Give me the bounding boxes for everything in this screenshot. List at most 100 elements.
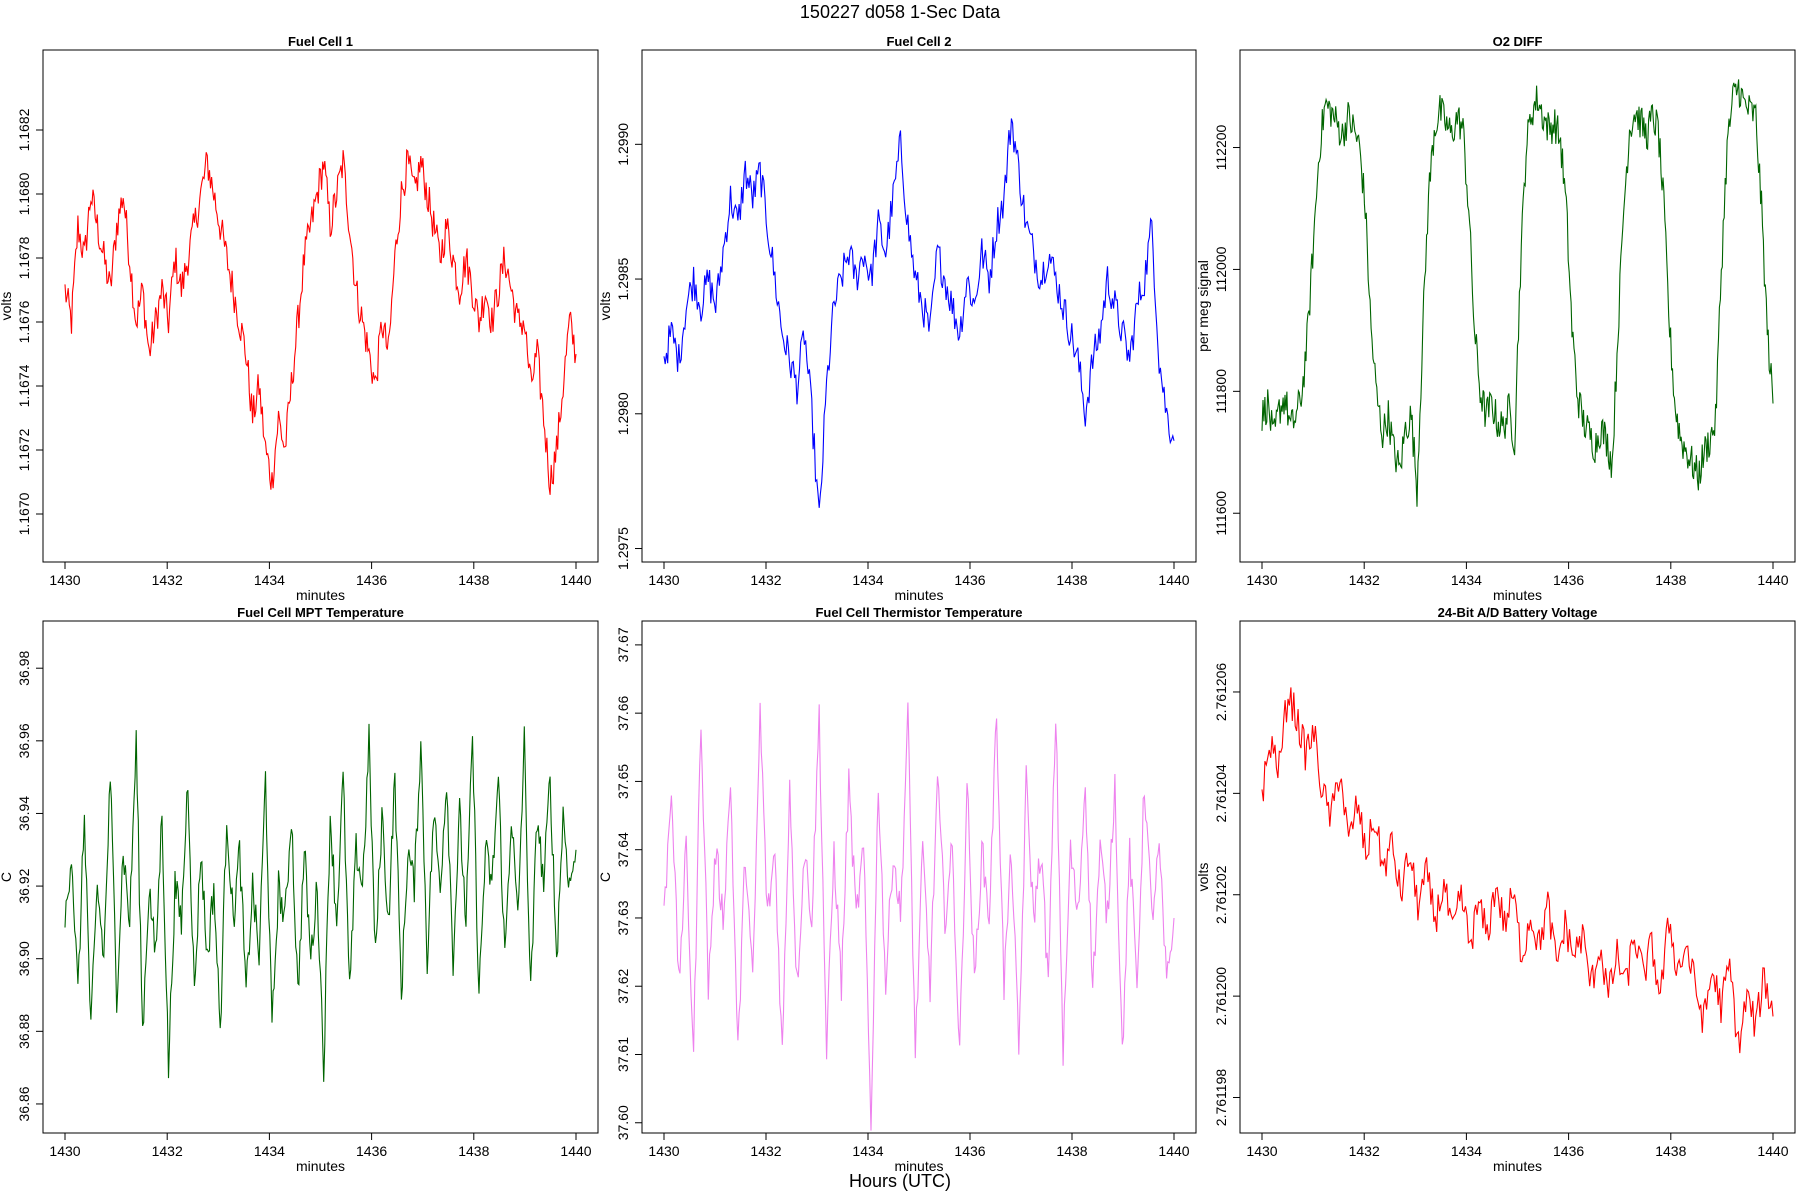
- x-tick-label: 1440: [1757, 1143, 1788, 1159]
- x-tick-label: 1436: [954, 1143, 985, 1159]
- plot-frame: [641, 620, 1197, 1134]
- x-axis-label: minutes: [894, 1158, 943, 1174]
- y-tick-label: 112200: [1213, 124, 1229, 170]
- x-tick-label: 1436: [356, 1143, 387, 1159]
- y-tick-label: 1.1678: [16, 236, 32, 279]
- x-axis-label: minutes: [894, 587, 943, 603]
- y-tick-label: 36.94: [16, 796, 32, 831]
- y-tick-label: 1.1676: [16, 300, 32, 343]
- panel-title: 24-Bit A/D Battery Voltage: [1438, 605, 1598, 620]
- x-axis-label: minutes: [296, 1158, 345, 1174]
- y-tick-label: 1.2990: [615, 123, 631, 166]
- y-tick-label: 2.761204: [1213, 764, 1229, 823]
- x-tick-label: 1430: [1246, 1143, 1277, 1159]
- y-tick-label: 2.761202: [1213, 865, 1229, 924]
- y-tick-label: 37.60: [615, 1105, 631, 1140]
- panel-title: Fuel Cell 1: [288, 34, 353, 49]
- y-tick-label: 1.2980: [615, 392, 631, 435]
- y-tick-label: 1.1672: [16, 428, 32, 471]
- y-tick-label: 37.65: [615, 764, 631, 799]
- y-tick-label: 111600: [1213, 491, 1229, 536]
- y-tick-label: 112000: [1213, 246, 1229, 292]
- x-tick-label: 1430: [648, 1143, 679, 1159]
- y-tick-label: 111800: [1213, 369, 1229, 414]
- x-tick-label: 1436: [1553, 1143, 1584, 1159]
- y-axis-label: volts: [1195, 863, 1211, 892]
- y-tick-label: 1.2985: [615, 257, 631, 300]
- panel-title: Fuel Cell 2: [886, 34, 951, 49]
- x-tick-label: 1440: [560, 572, 591, 588]
- y-tick-label: 1.1674: [16, 364, 32, 407]
- x-tick-label: 1436: [954, 572, 985, 588]
- x-tick-label: 1440: [1158, 572, 1189, 588]
- panel-title: O2 DIFF: [1493, 34, 1543, 49]
- x-tick-label: 1432: [152, 1143, 183, 1159]
- x-tick-label: 1432: [750, 1143, 781, 1159]
- x-tick-label: 1430: [49, 1143, 80, 1159]
- plot-frame: [42, 49, 599, 563]
- figure-x-label: Hours (UTC): [849, 1171, 951, 1191]
- x-tick-label: 1434: [1451, 572, 1482, 588]
- figure-title: 150227 d058 1-Sec Data: [799, 2, 1001, 22]
- y-axis-label: per meg signal: [1195, 260, 1211, 352]
- y-tick-label: 37.63: [615, 900, 631, 935]
- y-axis-label: C: [0, 872, 14, 882]
- y-tick-label: 36.88: [16, 1014, 32, 1049]
- x-tick-label: 1430: [648, 572, 679, 588]
- data-line: [663, 118, 1175, 508]
- y-tick-label: 1.2975: [615, 527, 631, 570]
- y-tick-label: 2.761200: [1213, 967, 1229, 1026]
- x-tick-label: 1434: [254, 572, 285, 588]
- x-tick-label: 1440: [1158, 1143, 1189, 1159]
- x-tick-label: 1434: [1451, 1143, 1482, 1159]
- x-tick-label: 1434: [852, 1143, 883, 1159]
- y-tick-label: 37.61: [615, 1037, 631, 1072]
- y-tick-label: 36.96: [16, 723, 32, 758]
- x-tick-label: 1438: [1655, 1143, 1686, 1159]
- x-tick-label: 1432: [750, 572, 781, 588]
- panel-2: Fuel Cell 2 1430 1432 1434 1436 1438 1440 minut…: [597, 34, 1197, 603]
- y-tick-label: 37.64: [615, 832, 631, 867]
- panel-3: O2 DIFF 1430 1432 1434 1436 1438 1440 minutes 11…: [1195, 34, 1796, 603]
- x-tick-label: 1438: [1056, 572, 1087, 588]
- y-tick-label: 2.761206: [1213, 663, 1229, 722]
- x-tick-label: 1430: [49, 572, 80, 588]
- y-tick-label: 36.98: [16, 650, 32, 685]
- y-axis-label: volts: [0, 292, 14, 321]
- x-tick-label: 1436: [1553, 572, 1584, 588]
- data-line: [663, 702, 1175, 1131]
- y-tick-label: 1.1680: [16, 172, 32, 215]
- x-tick-label: 1438: [1655, 572, 1686, 588]
- data-line: [64, 723, 577, 1082]
- x-tick-label: 1432: [152, 572, 183, 588]
- y-tick-label: 1.1670: [16, 492, 32, 535]
- y-tick-label: 1.1682: [16, 108, 32, 151]
- panel-title: Fuel Cell Thermistor Temperature: [815, 605, 1022, 620]
- y-tick-label: 37.67: [615, 627, 631, 662]
- y-tick-label: 36.90: [16, 941, 32, 976]
- panel-4: Fuel Cell MPT Temperature 1430 1432 1434 143…: [0, 605, 599, 1174]
- panel-title: Fuel Cell MPT Temperature: [237, 605, 404, 620]
- x-tick-label: 1436: [356, 572, 387, 588]
- y-axis-label: C: [597, 872, 613, 882]
- x-tick-label: 1438: [458, 572, 489, 588]
- x-tick-label: 1434: [852, 572, 883, 588]
- x-tick-label: 1440: [1757, 572, 1788, 588]
- x-tick-label: 1434: [254, 1143, 285, 1159]
- x-tick-label: 1438: [1056, 1143, 1087, 1159]
- y-tick-label: 36.92: [16, 868, 32, 903]
- x-tick-label: 1440: [560, 1143, 591, 1159]
- x-axis-label: minutes: [296, 587, 345, 603]
- x-axis-label: minutes: [1493, 1158, 1542, 1174]
- y-tick-label: 36.86: [16, 1086, 32, 1121]
- panel-5: Fuel Cell Thermistor Temperature 1430 1432…: [597, 605, 1197, 1174]
- panel-1: Fuel Cell 1 1430 1432 1434 1436 1438 1440 minut…: [0, 34, 599, 603]
- plot-frame: [1239, 620, 1796, 1134]
- x-axis-label: minutes: [1493, 587, 1542, 603]
- data-line: [1261, 687, 1774, 1054]
- data-line: [64, 148, 577, 495]
- x-tick-label: 1438: [458, 1143, 489, 1159]
- y-tick-label: 37.66: [615, 695, 631, 730]
- y-tick-label: 37.62: [615, 969, 631, 1004]
- x-tick-label: 1432: [1349, 1143, 1380, 1159]
